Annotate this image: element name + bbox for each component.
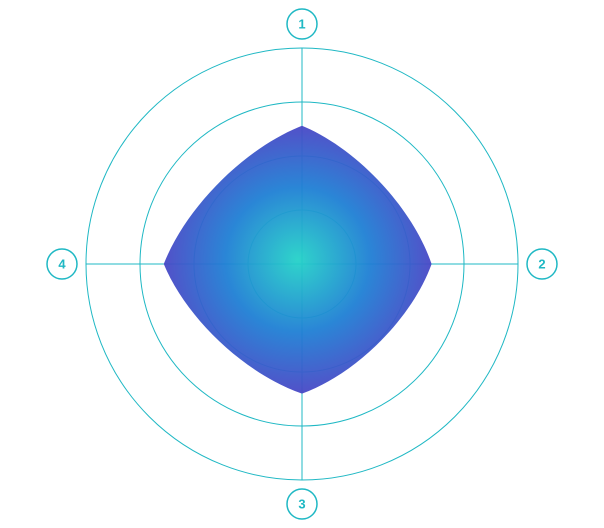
axis-label: 4 [47,249,77,279]
axis-label-text: 1 [298,17,305,32]
axis-label: 3 [287,489,317,519]
radar-chart: 1 2 3 4 [0,0,604,528]
data-area [164,126,432,394]
axis-label: 1 [287,9,317,39]
axis-label: 2 [527,249,557,279]
axis-label-text: 4 [58,257,66,272]
axis-label-text: 2 [538,257,545,272]
axis-label-text: 3 [298,497,305,512]
